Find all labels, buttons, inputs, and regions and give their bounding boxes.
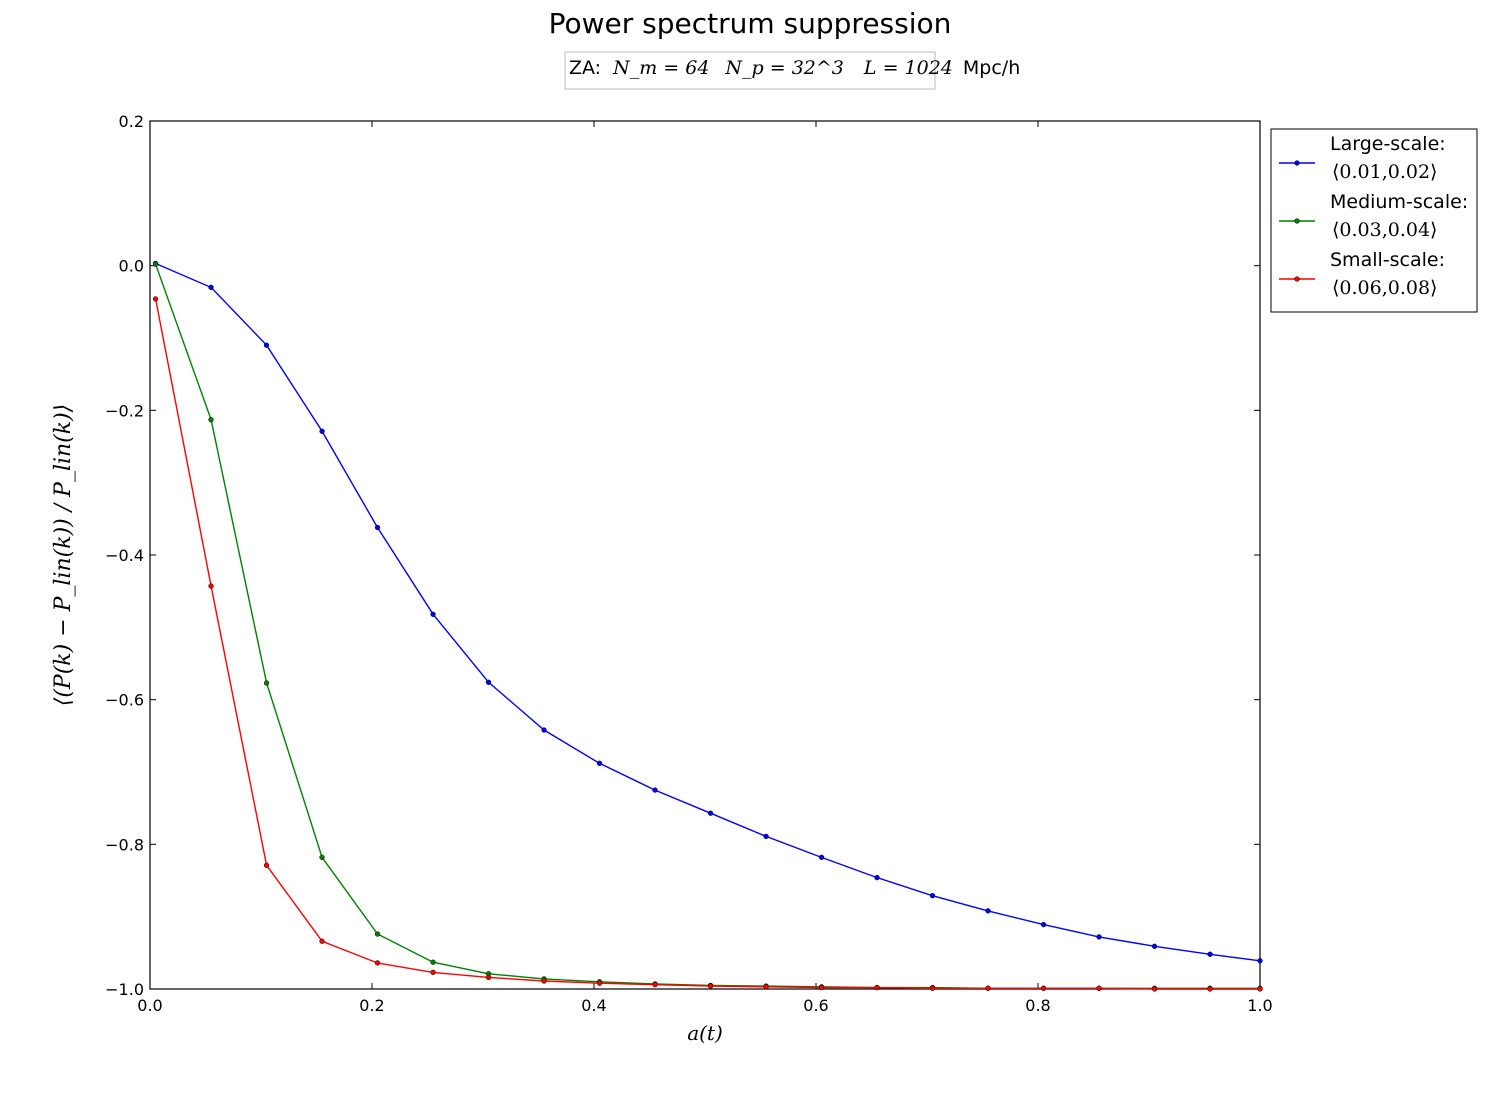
data-point [652,787,658,793]
data-point [541,978,547,984]
legend-label: Small-scale: [1330,249,1445,271]
data-point [263,342,270,348]
y-tick-label: −0.2 [105,401,144,420]
data-point [208,417,214,423]
series-2 [152,261,1263,991]
legend-label: Large-scale: [1330,133,1446,155]
subtitle-np: N_p = 32^3 [724,57,843,79]
data-point [430,959,436,965]
data-point [874,984,880,991]
data-point [430,969,436,976]
data-point [319,938,325,944]
data-point [485,679,492,685]
legend-range: ⟨0.01,0.02⟩ [1332,161,1437,183]
y-tick-label: −0.4 [105,546,144,565]
data-point [374,960,381,966]
data-point [596,980,603,986]
data-point [652,982,658,988]
y-axis-label: ⟨(P(k) − P_lin(k)) / P_lin(k)⟩ [51,404,76,707]
legend-range: ⟨0.03,0.04⟩ [1332,219,1437,241]
data-point [1096,985,1102,991]
legend-swatch-marker [1294,218,1300,224]
data-point [763,984,769,990]
series-line [154,298,1260,990]
data-point [485,974,492,981]
data-point [1151,943,1158,949]
data-point [319,854,325,861]
legend-item-2: Medium-scale: ⟨0.03,0.04⟩ [1279,191,1468,241]
data-point [818,984,825,991]
data-point [1207,951,1213,957]
plot-area-frame [149,120,1261,990]
x-tick-label: 0.6 [803,996,828,1015]
legend: Large-scale: ⟨0.01,0.02⟩ Medium-scale: ⟨0.0… [1270,128,1478,313]
legend-item-3: Small-scale: ⟨0.06,0.08⟩ [1279,249,1445,299]
y-tick-label: 0.0 [119,257,144,276]
data-point [1207,986,1213,992]
series-3 [152,296,1263,992]
data-series [152,260,1263,992]
data-point [541,727,547,733]
y-tick-label: −0.8 [105,835,144,854]
data-point [263,862,270,868]
legend-range: ⟨0.06,0.08⟩ [1332,277,1437,299]
data-point [263,680,270,686]
data-point [374,524,381,531]
subtitle-nm: N_m = 64 [612,57,709,79]
x-tick-label: 0.2 [359,996,384,1015]
data-point [985,985,991,991]
data-point [929,985,936,991]
subtitle-unit: Mpc/h [963,57,1020,79]
data-point [1257,986,1263,992]
y-tick-label: −1.0 [105,980,144,999]
x-tick-label: 0.0 [137,996,162,1015]
data-point [152,261,159,267]
x-axis-label: a(t) [687,1021,723,1045]
chart-title: Power spectrum suppression [549,7,952,40]
data-point [985,908,991,914]
data-point [1096,934,1102,940]
data-point [1257,958,1263,964]
series-1 [152,260,1263,964]
data-point [874,874,880,881]
data-point [374,931,381,937]
y-tick-label: −0.6 [105,691,144,710]
x-tick-label: 0.8 [1025,996,1050,1015]
data-point [763,833,769,840]
y-tick-label: 0.2 [119,112,144,131]
series-line [154,263,1260,989]
data-point [319,428,325,434]
data-point [152,296,159,302]
x-tick-label: 0.4 [581,996,606,1015]
x-tick-label: 1.0 [1247,996,1272,1015]
legend-label: Medium-scale: [1330,191,1468,213]
data-point [929,893,936,899]
subtitle-prefix: ZA: [569,57,601,79]
legend-swatch-marker [1294,276,1300,282]
data-point [1040,985,1047,991]
axis-ticks [149,120,1261,990]
data-point [208,583,214,589]
legend-item-1: Large-scale: ⟨0.01,0.02⟩ [1279,133,1446,183]
data-point [430,611,436,617]
data-point [707,983,714,989]
data-point [818,854,825,861]
axis-tick-labels: 0.0 0.2 0.4 0.6 0.8 1.0 −1.0 −0.8 −0.6 −0.4 −0.2 0.… [105,112,1273,1015]
data-point [208,284,214,291]
data-point [596,760,603,766]
data-point [1040,921,1047,928]
legend-swatch-marker [1294,160,1300,166]
data-point [707,810,714,816]
simulation-parameters-box: ZA: N_m = 64 N_p = 32^3 L = 1024 Mpc/h [564,51,1020,90]
data-point [1151,986,1158,992]
subtitle-frame [564,51,936,90]
subtitle-box-size: L = 1024 [863,57,953,79]
subtitle-line: ZA: N_m = 64 N_p = 32^3 L = 1024 Mpc/h [569,57,1020,79]
